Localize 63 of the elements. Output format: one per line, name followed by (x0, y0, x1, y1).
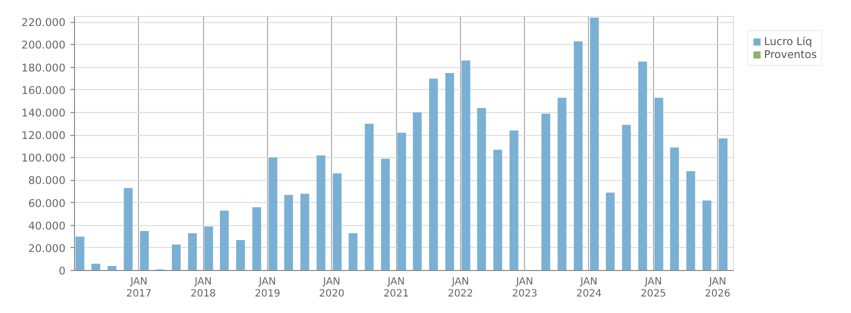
bar (268, 158, 278, 270)
y-tick-label: 40.000 (28, 219, 66, 232)
bar (91, 264, 100, 270)
x-tick-label: JAN 2026 (704, 276, 730, 300)
bar (638, 62, 648, 270)
bar (252, 207, 262, 270)
bar (412, 112, 422, 270)
legend-label: Lucro Líq (764, 35, 812, 48)
bar (493, 150, 502, 270)
bar (622, 124, 631, 270)
x-tick-label: JAN 2024 (576, 276, 602, 300)
bar (702, 200, 712, 270)
bar (558, 98, 566, 270)
y-tick-label: 220.000 (21, 16, 66, 30)
x-tick-label: JAN 2017 (126, 276, 152, 300)
x-tick-label: JAN 2019 (254, 276, 280, 300)
bar (140, 230, 149, 270)
bar (220, 210, 229, 270)
bar (461, 60, 470, 270)
bar (108, 266, 116, 270)
bar (300, 194, 310, 270)
bar (477, 108, 486, 270)
bar (445, 72, 454, 270)
x-tick-label: JAN 2020 (319, 276, 344, 300)
bar (574, 41, 583, 270)
x-tick-label: JAN 2021 (383, 276, 409, 300)
y-tick-label: 200.000 (21, 38, 66, 52)
y-tick-label: 140.000 (21, 106, 66, 120)
bar (670, 147, 679, 270)
bar (284, 194, 293, 270)
y-tick-label: 80.000 (28, 174, 66, 188)
legend-label: Proventos (764, 48, 817, 61)
bar (364, 124, 374, 270)
bar (718, 138, 728, 270)
bar (348, 233, 358, 270)
y-tick-label: 100.000 (21, 152, 66, 165)
x-tick-label: JAN 2022 (448, 276, 474, 300)
bar (429, 78, 438, 270)
bar (172, 244, 181, 270)
bar (124, 188, 133, 270)
x-tick-label: JAN 2025 (640, 276, 666, 300)
bar (606, 192, 615, 270)
bar (397, 132, 406, 270)
y-tick-label: 160.000 (21, 84, 66, 97)
y-tick-label: 180.000 (21, 61, 66, 74)
x-tick-label: JAN 2023 (512, 276, 538, 300)
bar (236, 240, 245, 270)
bar (332, 173, 342, 270)
x-tick-label: JAN 2018 (190, 276, 216, 300)
y-tick-label: 120.000 (21, 129, 66, 142)
bar (381, 158, 390, 270)
bar (76, 236, 84, 270)
y-tick-label: 60.000 (28, 196, 66, 210)
y-tick-label: 0 (58, 264, 66, 278)
bar (204, 226, 214, 270)
bar (654, 98, 664, 270)
bar (510, 130, 518, 270)
bar (188, 233, 197, 270)
bar (541, 114, 550, 270)
bar (316, 155, 326, 270)
bar (590, 18, 599, 270)
bar (686, 171, 696, 270)
y-tick-label: 20.000 (28, 242, 66, 255)
